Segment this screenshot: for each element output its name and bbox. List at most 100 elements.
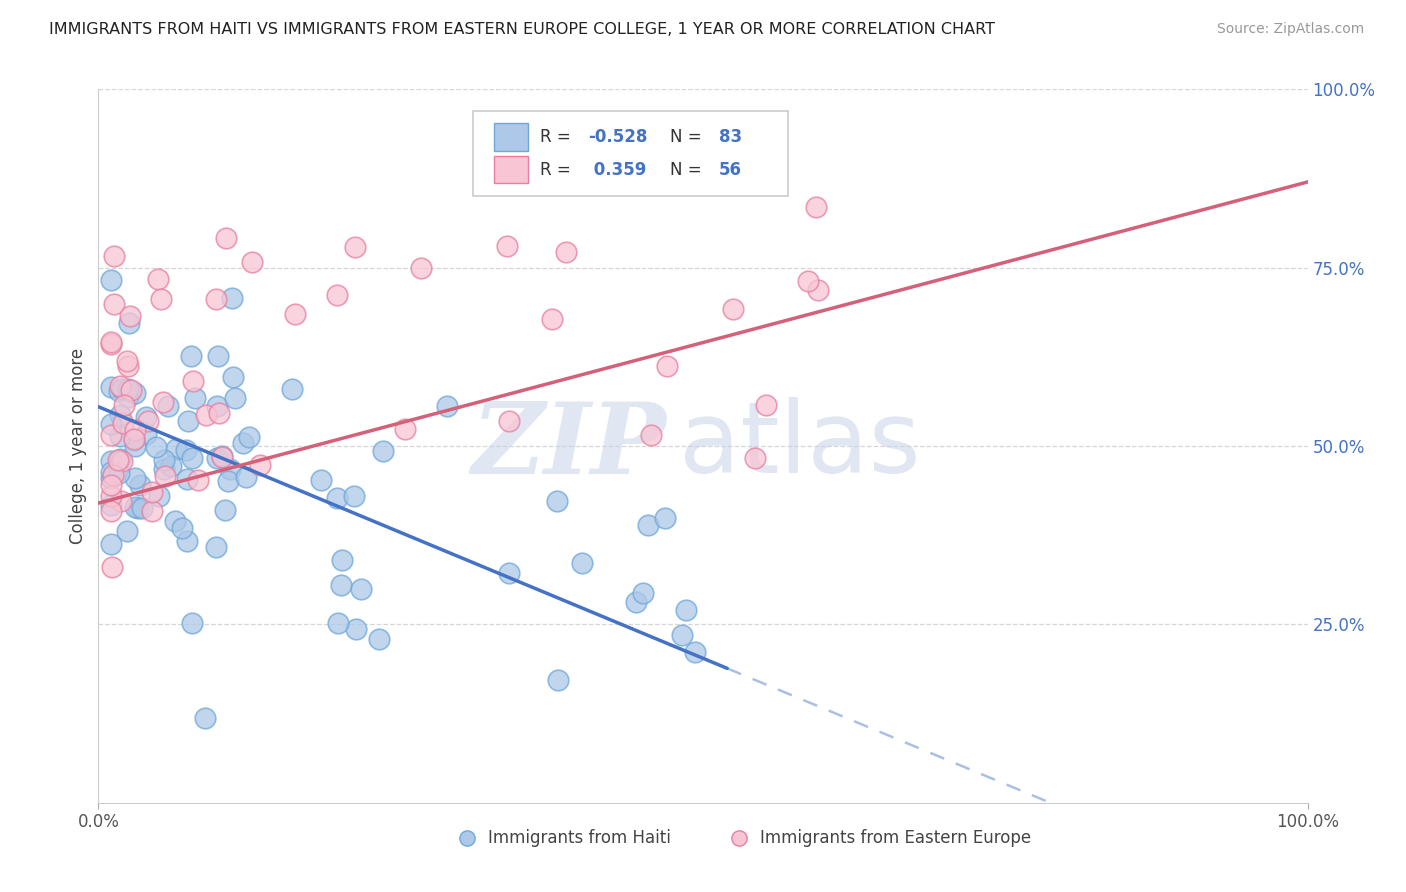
Point	[184, 391, 207, 405]
Point	[211, 450, 233, 464]
Point	[148, 490, 170, 504]
Point	[208, 406, 231, 420]
Point	[683, 645, 706, 659]
Point	[221, 291, 243, 305]
Point	[129, 477, 152, 491]
Point	[326, 288, 349, 302]
Point	[187, 474, 209, 488]
Point	[100, 454, 122, 468]
Point	[111, 382, 134, 396]
Point	[249, 458, 271, 472]
Point	[117, 524, 139, 538]
Text: N =: N =	[671, 128, 707, 146]
Text: atlas: atlas	[679, 398, 921, 494]
Text: ZIP: ZIP	[472, 398, 666, 494]
Point	[176, 533, 198, 548]
Point	[640, 428, 662, 442]
Point	[343, 490, 366, 504]
Point	[546, 494, 568, 508]
Point	[232, 436, 254, 450]
Point	[181, 374, 204, 388]
Point	[744, 450, 766, 465]
Point	[194, 409, 217, 423]
Point	[221, 369, 243, 384]
Point	[111, 454, 134, 468]
Point	[177, 414, 200, 428]
Point	[122, 432, 145, 446]
Point	[124, 386, 146, 401]
Point	[755, 398, 778, 412]
FancyBboxPatch shape	[494, 156, 527, 184]
Text: R =: R =	[540, 161, 576, 178]
Point	[117, 359, 139, 373]
Point	[131, 501, 153, 516]
Text: Source: ZipAtlas.com: Source: ZipAtlas.com	[1216, 22, 1364, 37]
Point	[281, 382, 304, 396]
Point	[153, 462, 176, 476]
Point	[163, 515, 186, 529]
Point	[100, 428, 122, 442]
Point	[141, 485, 163, 500]
Point	[124, 423, 146, 437]
Point	[193, 710, 215, 724]
Point	[120, 309, 142, 323]
Point	[136, 414, 159, 428]
Point	[115, 354, 138, 368]
Point	[218, 462, 240, 476]
Point	[156, 400, 179, 414]
Point	[135, 427, 157, 442]
Point	[107, 453, 129, 467]
Text: 83: 83	[718, 128, 742, 146]
Point	[153, 452, 176, 467]
Point	[284, 307, 307, 321]
Point	[122, 434, 145, 448]
Point	[215, 231, 238, 245]
Point	[124, 500, 146, 515]
FancyBboxPatch shape	[494, 123, 527, 151]
Point	[180, 451, 202, 466]
Point	[112, 398, 135, 412]
Point	[214, 503, 236, 517]
Point	[554, 244, 576, 259]
Point	[120, 383, 142, 397]
Point	[797, 274, 820, 288]
Text: 56: 56	[718, 161, 742, 178]
Point	[160, 458, 183, 473]
Point	[350, 582, 373, 597]
Point	[103, 249, 125, 263]
Point	[394, 422, 416, 436]
Point	[100, 465, 122, 479]
Point	[551, 144, 574, 158]
Point	[117, 382, 139, 396]
Point	[205, 540, 228, 554]
Point	[655, 359, 678, 374]
Point	[141, 504, 163, 518]
Point	[150, 292, 173, 306]
Point	[110, 494, 132, 508]
Point	[103, 296, 125, 310]
Point	[330, 578, 353, 592]
Point	[174, 442, 197, 457]
Point	[135, 409, 157, 424]
Point	[547, 673, 569, 687]
Point	[371, 444, 394, 458]
Point	[101, 468, 124, 483]
Point	[675, 603, 697, 617]
Point	[124, 471, 146, 485]
Point	[108, 466, 131, 480]
Point	[498, 414, 520, 428]
Point	[631, 586, 654, 600]
Point	[110, 452, 132, 467]
Point	[155, 468, 177, 483]
Point	[100, 478, 122, 492]
Point	[172, 521, 194, 535]
Point	[343, 239, 366, 253]
Point	[309, 473, 332, 487]
Point	[100, 417, 122, 431]
Point	[671, 628, 693, 642]
Point	[100, 273, 122, 287]
Y-axis label: College, 1 year or more: College, 1 year or more	[69, 348, 87, 544]
Point	[624, 594, 647, 608]
Point	[118, 316, 141, 330]
Point	[100, 470, 122, 484]
